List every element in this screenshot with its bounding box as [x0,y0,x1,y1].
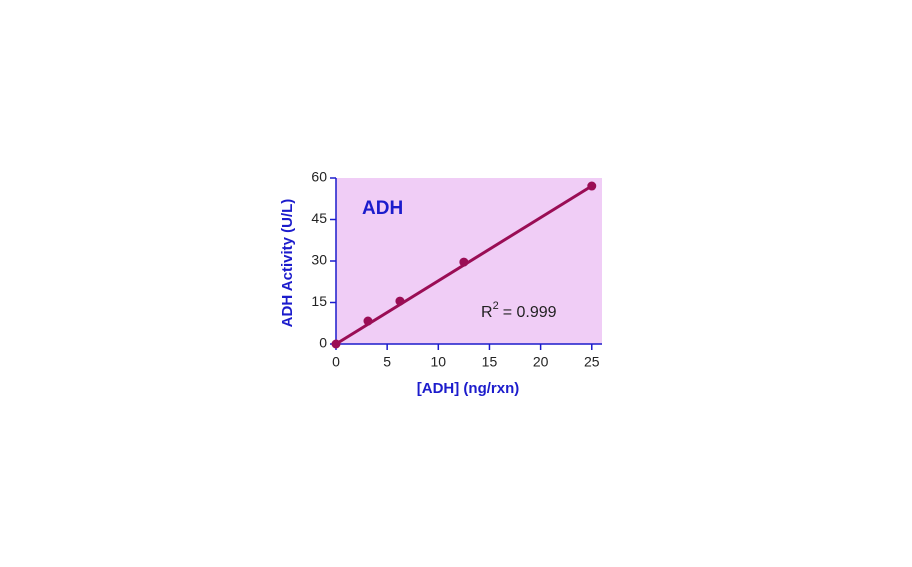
r2-superscript: 2 [493,300,499,312]
x-tick-label: 5 [383,354,391,370]
y-tick-label: 45 [311,210,327,226]
r2-base: R [481,304,493,321]
x-tick-label: 20 [533,354,549,370]
r-squared: R2 = 0.999 [481,300,557,321]
y-tick-label: 60 [311,169,327,185]
x-tick-label: 15 [482,354,498,370]
y-tick-label: 30 [311,252,327,268]
r2-text: = 0.999 [503,304,557,321]
y-tick-label: 15 [311,293,327,309]
fit-line [335,184,593,346]
annotation-title: ADH [362,198,403,219]
y-tick-label: 0 [319,335,327,351]
x-axis-label: [ADH] (ng/rxn) [417,380,519,397]
x-tick-label: 0 [332,354,340,370]
x-tick-label: 10 [431,354,447,370]
y-axis-label: ADH Activity (U/L) [279,199,296,328]
x-tick-label: 25 [584,354,600,370]
